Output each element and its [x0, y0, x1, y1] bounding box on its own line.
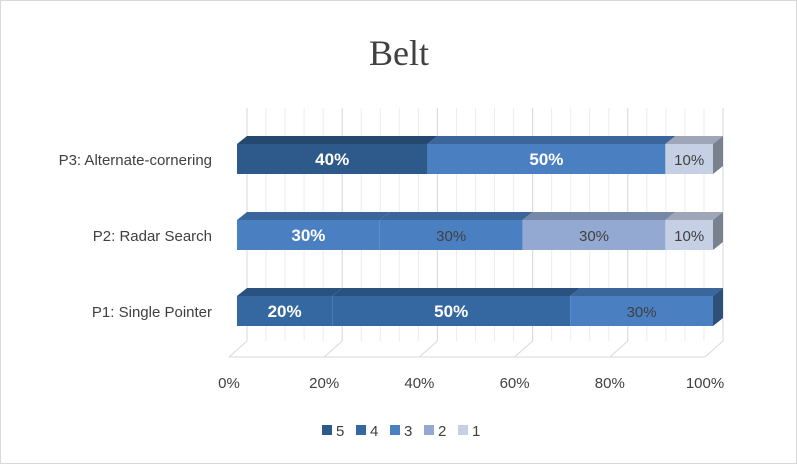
data-label: 30% [579, 228, 609, 245]
bar-segment [379, 220, 523, 250]
bar-segment-side [713, 136, 723, 174]
bar-segment [237, 296, 333, 326]
legend-swatch [322, 425, 332, 435]
bars: 40% 50% 10% 30% 30% 30% 10% 20% 50% 30% [237, 136, 723, 326]
category-label: P3: Alternate-cornering [59, 152, 212, 169]
bar-segment [427, 144, 666, 174]
legend-label: 5 [336, 423, 344, 440]
x-tick-label: 40% [404, 375, 434, 392]
bar-segment-top [522, 212, 676, 220]
bar-segment-top [427, 136, 676, 144]
chart-title: Belt [369, 33, 429, 73]
category-label: P1: Single Pointer [92, 304, 212, 321]
data-label: 10% [674, 228, 704, 245]
x-axis-tick-labels: 0% 20% 40% 60% 80% 100% [218, 375, 724, 392]
floor-gridline [228, 340, 248, 358]
data-label: 30% [627, 304, 657, 321]
legend: 5 4 3 2 1 [322, 423, 480, 440]
legend-label: 4 [370, 423, 378, 440]
data-label: 50% [529, 150, 563, 169]
legend-label: 2 [438, 423, 446, 440]
bar-segment-top [237, 288, 343, 296]
legend-swatch [424, 425, 434, 435]
bar-segment [665, 220, 713, 250]
legend-swatch [458, 425, 468, 435]
data-label: 30% [436, 228, 466, 245]
bar-segment-top [665, 136, 723, 144]
bar-segment [522, 220, 666, 250]
bar-segment-top [570, 288, 723, 296]
bar-segment-side [713, 212, 723, 250]
bar-segment-top [379, 212, 533, 220]
legend-label: 3 [404, 423, 412, 440]
data-label: 10% [674, 152, 704, 169]
bar-row: 40% 50% 10% [237, 136, 723, 174]
bar-row: 20% 50% 30% [237, 288, 723, 326]
data-label: 40% [315, 150, 349, 169]
floor-gridline [419, 340, 438, 358]
bar-segment [332, 296, 571, 326]
category-labels: P3: Alternate-cornering P2: Radar Search P… [59, 152, 212, 321]
bar-segment-top [237, 212, 390, 220]
floor-gridline [609, 340, 629, 358]
bar-segment-top [332, 288, 581, 296]
x-tick-label: 80% [595, 375, 625, 392]
bar-segment [665, 144, 713, 174]
x-tick-label: 20% [309, 375, 339, 392]
legend-label: 1 [472, 423, 480, 440]
bar-segment-side [713, 288, 723, 326]
legend-swatch [356, 425, 366, 435]
bar-segment-top [237, 136, 438, 144]
bar-segment-top [665, 212, 723, 220]
legend-swatch [390, 425, 400, 435]
floor-gridline [323, 340, 343, 358]
category-label: P2: Radar Search [93, 228, 212, 245]
bar-segment [570, 296, 713, 326]
bar-segment [237, 144, 428, 174]
data-label: 30% [291, 226, 325, 245]
bar-row: 30% 30% 30% 10% [237, 212, 723, 250]
x-tick-label: 60% [500, 375, 530, 392]
floor-gridline [704, 340, 724, 358]
floor-gridline [514, 340, 533, 358]
x-tick-label: 100% [686, 375, 724, 392]
data-label: 20% [268, 302, 302, 321]
bar-segment [237, 220, 380, 250]
data-label: 50% [434, 302, 468, 321]
x-tick-label: 0% [218, 375, 240, 392]
